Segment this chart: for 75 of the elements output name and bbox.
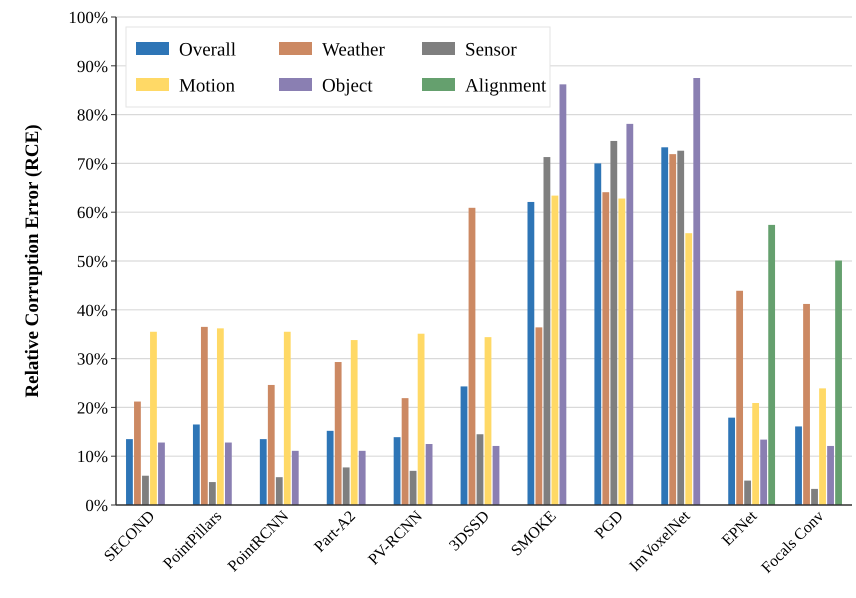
y-axis-title: Relative Corruption Error (RCE) [22, 124, 43, 398]
bar [216, 328, 224, 505]
bar [835, 260, 842, 505]
bar [736, 290, 744, 505]
bar [142, 476, 149, 505]
bar [150, 332, 157, 505]
bar [268, 384, 275, 505]
legend-label: Object [322, 76, 374, 97]
bar [476, 434, 484, 505]
bar [677, 150, 684, 505]
bar [795, 426, 802, 505]
bar [284, 332, 291, 505]
bar [811, 488, 818, 505]
bar [760, 440, 768, 505]
legend-label: Motion [179, 76, 236, 97]
y-tick-label: 100% [68, 8, 108, 27]
bar [728, 418, 736, 505]
y-tick-label: 10% [76, 447, 108, 466]
legend-label: Alignment [465, 76, 547, 97]
bar [134, 402, 141, 505]
bar [158, 442, 165, 505]
bar [484, 337, 492, 505]
legend-label: Overall [179, 40, 236, 61]
legend-label: Weather [322, 40, 386, 61]
bar [426, 444, 433, 505]
y-tick-label: 30% [76, 350, 108, 369]
bar [394, 437, 400, 505]
bar [126, 439, 133, 505]
y-tick-label: 0% [85, 496, 108, 515]
bar [693, 78, 700, 505]
y-tick-label: 70% [76, 154, 108, 174]
bar [752, 403, 760, 505]
bar [594, 163, 602, 505]
y-tick-label: 50% [76, 252, 108, 271]
bar [342, 467, 350, 505]
bar [685, 233, 692, 505]
bar [827, 446, 834, 505]
bar [618, 198, 626, 505]
y-tick-label: 90% [76, 56, 108, 76]
bar [418, 334, 424, 505]
bar [535, 327, 542, 505]
bar [292, 450, 299, 505]
bar [192, 424, 200, 505]
bar [260, 439, 267, 505]
bar [552, 196, 558, 505]
bar [768, 224, 776, 505]
y-tick-label: 80% [76, 106, 108, 125]
bar [200, 326, 208, 505]
y-tick-label: 60% [76, 203, 108, 222]
bar [610, 140, 618, 505]
bar [560, 84, 566, 505]
legend-label: Sensor [465, 40, 518, 61]
bar [410, 470, 416, 505]
y-tick-label: 20% [76, 398, 108, 418]
bar [208, 482, 216, 505]
bar [744, 480, 752, 505]
bar [350, 340, 358, 505]
bar [358, 450, 366, 505]
bar [626, 124, 634, 505]
bar [492, 446, 500, 505]
bar [468, 208, 476, 505]
bar [326, 430, 334, 505]
bar [803, 304, 810, 505]
bar [402, 398, 408, 505]
bar [334, 362, 342, 505]
bar [544, 157, 550, 505]
bar [602, 192, 610, 505]
bar [527, 202, 534, 505]
y-tick-label: 40% [76, 300, 108, 320]
bar [669, 154, 676, 505]
bar [460, 386, 468, 505]
bar [224, 442, 232, 505]
bar [661, 147, 668, 505]
bar [819, 388, 826, 505]
bar [276, 477, 283, 505]
